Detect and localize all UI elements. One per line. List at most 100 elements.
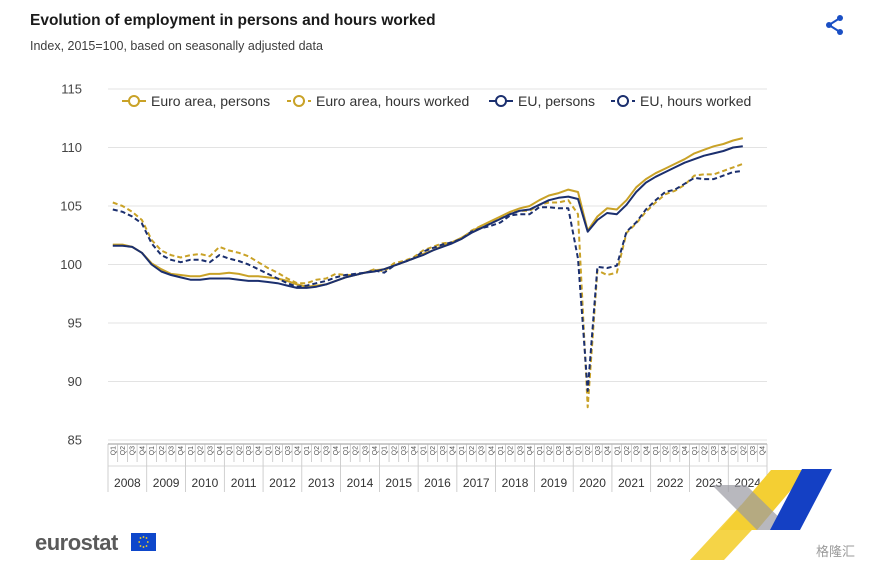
year-tick-label: 2010 [192,476,219,490]
decorative-stripes [690,469,832,560]
quarter-tick-label: Q1 [653,446,660,455]
year-tick-label: 2017 [463,476,490,490]
legend-item-1[interactable]: Euro area, hours worked [287,93,469,109]
quarter-tick-label: Q1 [420,446,427,455]
series-line-2 [112,145,743,289]
y-tick-label: 105 [60,199,82,214]
y-tick-label: 90 [68,374,82,389]
quarter-tick-label: Q3 [634,446,641,455]
chart-title: Evolution of employment in persons and h… [30,12,436,29]
share-icon[interactable] [822,12,848,38]
year-tick-label: 2020 [579,476,606,490]
quarter-tick-label: Q2 [469,446,476,455]
year-tick-label: 2014 [347,476,374,490]
year-tick-label: 2019 [540,476,567,490]
quarter-tick-label: Q3 [401,446,408,455]
quarter-tick-label: Q1 [304,446,311,455]
quarter-tick-label: Q3 [285,446,292,455]
quarter-tick-label: Q2 [314,446,321,455]
year-tick-label: 2016 [424,476,451,490]
year-tick-label: 2018 [502,476,529,490]
year-tick-label: 2013 [308,476,335,490]
quarter-tick-label: Q3 [324,446,331,455]
eu-flag-icon [131,533,156,551]
year-tick-label: 2009 [153,476,180,490]
quarter-tick-label: Q2 [236,446,243,455]
quarter-tick-label: Q1 [265,446,272,455]
quarter-tick-label: Q2 [198,446,205,455]
legend-item-3[interactable]: EU, hours worked [611,93,751,109]
x-axis: Q1 Q2 Q3 Q4 Q1 Q2 Q3 Q4 Q1 Q2 Q3 Q4 Q1 Q2 Q3 Q4 Q1 Q2 Q3 Q4… [107,443,768,492]
legend: Euro area, persons Euro area, hours worke… [122,93,751,109]
year-tick-label: 2022 [657,476,684,490]
y-axis-tick-labels: 85 90 95 100 105 110 115 [60,82,82,448]
quarter-tick-label: Q1 [459,446,466,455]
quarter-tick-label: Q4 [372,446,379,455]
legend-item-2[interactable]: EU, persons [489,93,595,109]
y-tick-label: 115 [61,82,82,97]
quarter-tick-label: Q2 [508,446,515,455]
quarter-tick-label: Q3 [711,446,718,455]
legend-label: Euro area, hours worked [316,93,469,109]
quarter-tick-label: Q1 [227,446,234,455]
chart-subtitle: Index, 2015=100, based on seasonally adj… [30,39,323,53]
quarter-tick-label: Q2 [353,446,360,455]
quarter-tick-label: Q2 [740,446,747,455]
quarter-tick-label: Q2 [275,446,282,455]
quarter-tick-label: Q2 [430,446,437,455]
legend-item-0[interactable]: Euro area, persons [122,93,270,109]
year-tick-label: 2021 [618,476,645,490]
gridlines [108,88,767,441]
legend-label: EU, persons [518,93,595,109]
quarter-tick-label: Q2 [585,446,592,455]
quarter-tick-label: Q2 [546,446,553,455]
year-tick-label: 2012 [269,476,296,490]
quarter-tick-label: Q4 [682,446,689,455]
quarter-tick-label: Q1 [110,446,117,455]
quarter-tick-label: Q1 [149,446,156,455]
quarter-tick-label: Q3 [168,446,175,455]
legend-label: EU, hours worked [640,93,751,109]
quarter-tick-label: Q1 [614,446,621,455]
quarter-tick-label: Q1 [731,446,738,455]
quarter-tick-label: Q3 [246,446,253,455]
quarter-tick-label: Q1 [382,446,389,455]
quarter-tick-label: Q1 [188,446,195,455]
quarter-tick-label: Q1 [692,446,699,455]
quarter-tick-label: Q4 [450,446,457,455]
y-tick-label: 95 [68,316,82,331]
series-lines [112,137,744,409]
quarter-tick-label: Q2 [120,446,127,455]
quarter-tick-label: Q1 [498,446,505,455]
quarter-tick-label: Q4 [760,446,767,455]
quarter-tick-label: Q3 [130,446,137,455]
y-tick-label: 85 [68,433,82,448]
quarter-tick-label: Q1 [343,446,350,455]
year-tick-label: 2011 [231,476,257,490]
quarter-tick-label: Q4 [488,446,495,455]
quarter-tick-label: Q3 [595,446,602,455]
eurostat-logo: eurostat [35,530,118,555]
quarter-tick-label: Q4 [605,446,612,455]
quarter-tick-label: Q4 [721,446,728,455]
quarter-tick-label: Q3 [556,446,563,455]
quarter-tick-label: Q4 [411,446,418,455]
quarter-tick-label: Q1 [576,446,583,455]
quarter-tick-label: Q1 [537,446,544,455]
quarter-tick-label: Q2 [702,446,709,455]
quarter-tick-label: Q4 [566,446,573,455]
quarter-tick-label: Q4 [139,446,146,455]
year-tick-label: 2015 [385,476,412,490]
quarter-tick-label: Q3 [479,446,486,455]
quarter-tick-label: Q3 [750,446,757,455]
quarter-tick-label: Q2 [391,446,398,455]
quarter-tick-label: Q4 [217,446,224,455]
year-tick-label: 2008 [114,476,141,490]
quarter-tick-label: Q4 [256,446,263,455]
series-line-1 [112,162,744,409]
quarter-tick-label: Q2 [624,446,631,455]
quarter-tick-label: Q4 [333,446,340,455]
y-tick-label: 100 [60,257,82,272]
quarter-tick-label: Q2 [663,446,670,455]
